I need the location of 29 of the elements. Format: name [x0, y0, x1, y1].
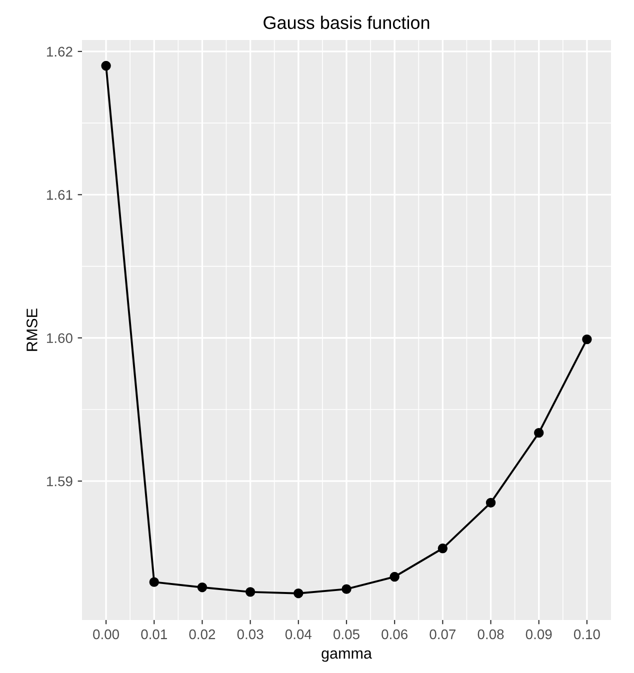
x-tick-label: 0.04 [285, 629, 312, 640]
x-axis-title: gamma [322, 650, 372, 662]
point [342, 584, 352, 594]
point [438, 544, 448, 554]
y-tick-label: 1.62 [47, 46, 72, 57]
point [101, 60, 111, 71]
x-tick-label: 0.00 [93, 629, 120, 640]
point [486, 498, 496, 508]
x-tick-label: 0.01 [141, 629, 167, 640]
point [245, 587, 256, 597]
x-tick-label: 0.05 [334, 629, 360, 640]
x-tick-label: 0.08 [478, 629, 504, 640]
point [390, 572, 400, 582]
x-tick-label: 0.07 [430, 629, 456, 640]
y-axis-title: RMSE [26, 308, 38, 351]
y-tick-label: 1.59 [47, 476, 72, 486]
x-tick-label: 0.02 [189, 629, 216, 640]
x-tick-label: 0.03 [237, 629, 264, 640]
point [197, 582, 208, 592]
point [294, 588, 304, 598]
y-tick-label: 1.60 [47, 333, 72, 344]
point [534, 428, 544, 438]
y-tick-label: 1.61 [47, 190, 72, 200]
x-tick-label: 0.09 [526, 629, 552, 640]
point [149, 577, 159, 587]
point [582, 334, 592, 344]
chart-title: Gauss basis function [264, 16, 430, 30]
x-tick-label: 0.06 [382, 629, 408, 640]
x-tick-label: 0.10 [574, 629, 600, 640]
